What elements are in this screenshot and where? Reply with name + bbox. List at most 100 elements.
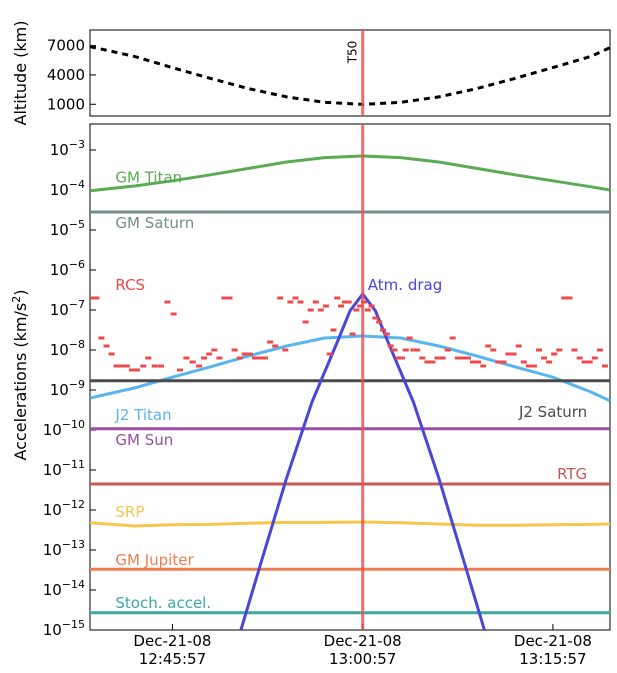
rcs-point: [103, 344, 110, 348]
rcs-point: [402, 348, 409, 352]
rcs-point: [196, 364, 203, 368]
rcs-point: [454, 356, 461, 360]
rcs-point: [123, 364, 130, 368]
rcs-point: [459, 356, 466, 360]
rcs-point: [541, 356, 547, 360]
rcs-point: [140, 364, 147, 368]
rcs-point: [536, 348, 542, 352]
rcs-point: [520, 360, 527, 364]
time-tick-label-time: 12:45:57: [139, 650, 206, 668]
rcs-point: [505, 352, 512, 356]
y-axis-label-main: Accelerations (km/s: [11, 303, 30, 461]
time-tick-label-date: Dec-21-08: [514, 632, 592, 650]
time-tick-label-date: Dec-21-08: [133, 632, 211, 650]
rcs-point: [376, 320, 383, 324]
rcs-point: [601, 364, 608, 368]
rcs-point: [406, 336, 413, 340]
stoch-accel-label: Stoch. accel.: [115, 594, 211, 612]
accelerations-y-ticks: 10−15 10−14 10−13 10−12 10−11 10−10 10−9 10−8 10…: [43, 138, 96, 639]
rcs-point: [357, 304, 364, 308]
rcs-point: [596, 348, 603, 352]
series-labels: GM Titan GM Saturn RCS Atm. drag J2 Titan J2 …: [114, 169, 587, 612]
rcs-point: [236, 356, 243, 360]
accelerations-plot-frame: [89, 123, 611, 631]
rcs-point: [576, 356, 583, 360]
acceleration-tick-label: 10−3: [50, 138, 85, 159]
rcs-point: [368, 304, 375, 308]
rcs-point: [108, 352, 115, 356]
rcs-point: [118, 364, 125, 368]
rcs-point: [475, 360, 482, 364]
rcs-point: [246, 352, 253, 356]
rcs-point: [341, 300, 348, 304]
acceleration-tick-label: 10−14: [43, 578, 85, 599]
j2-titan-line: [90, 334, 610, 403]
rcs-point: [231, 348, 238, 352]
rcs-point: [93, 296, 100, 300]
rcs-point: [530, 364, 537, 368]
rcs-point: [317, 308, 324, 312]
j2-titan-label: J2 Titan: [114, 406, 171, 424]
rcs-point: [211, 348, 218, 352]
rcs-point: [297, 300, 304, 304]
rcs-point: [353, 308, 360, 312]
rcs-point: [414, 348, 421, 352]
acceleration-tick-label: 10−8: [50, 338, 85, 359]
rcs-point: [164, 300, 171, 304]
acceleration-tick-label: 10−9: [50, 378, 85, 399]
time-tick-label-time: 13:00:57: [329, 650, 396, 668]
rcs-point: [302, 320, 309, 324]
rcs-point: [586, 360, 593, 364]
accelerations-y-axis-label: Accelerations (km/s2): [10, 290, 30, 461]
y-axis-label-superscript: 2: [10, 296, 23, 303]
rcs-point: [546, 360, 553, 364]
rcs-point: [98, 336, 105, 340]
altitude-tick-label: 7000: [47, 37, 85, 55]
rcs-point: [395, 356, 402, 360]
rcs-point: [364, 308, 371, 312]
altitude-y-axis-label: Altitude (km): [11, 21, 30, 126]
rcs-point: [158, 364, 164, 368]
gm-titan-label: GM Titan: [115, 169, 182, 187]
j2-saturn-label: J2 Saturn: [518, 403, 587, 421]
acceleration-tick-label: 10−12: [43, 498, 85, 519]
gm-sun-label: GM Sun: [115, 431, 173, 449]
rcs-point: [581, 360, 588, 364]
rcs-point: [326, 352, 333, 356]
rcs-point: [380, 328, 386, 332]
rcs-point: [515, 344, 522, 348]
time-tick-label-time: 13:15:57: [519, 650, 586, 668]
gm-saturn-label: GM Saturn: [115, 214, 194, 232]
rcs-point: [470, 360, 476, 364]
rcs-point: [444, 348, 451, 352]
rcs-point: [145, 356, 152, 360]
rcs-point: [439, 356, 446, 360]
acceleration-tick-label: 10−11: [43, 458, 85, 479]
rcs-point: [490, 348, 497, 352]
acceleration-tick-label: 10−6: [50, 258, 85, 279]
t50-marker-label: T50: [346, 41, 360, 65]
acceleration-tick-label: 10−7: [50, 298, 85, 319]
rcs-point: [128, 368, 135, 372]
rcs-point: [556, 348, 563, 352]
rcs-point: [349, 332, 356, 336]
altitude-tick-label: 4000: [47, 66, 85, 84]
acceleration-tick-label: 10−10: [43, 418, 85, 439]
gm-jupiter-label: GM Jupiter: [115, 551, 194, 569]
rcs-point: [495, 360, 502, 364]
rcs-point: [551, 352, 558, 356]
rcs-point: [485, 344, 492, 348]
rcs-point: [251, 356, 258, 360]
srp-line: [90, 520, 610, 528]
rcs-point: [591, 356, 598, 360]
rcs-point: [307, 308, 314, 312]
rcs-point: [449, 336, 456, 340]
rcs-point: [399, 356, 405, 360]
rcs-point: [189, 360, 196, 364]
rcs-point: [410, 348, 417, 352]
rcs-point: [510, 352, 517, 356]
acceleration-tick-label: 10−13: [43, 538, 85, 559]
rcs-point: [345, 300, 352, 304]
rcs-point: [272, 344, 279, 348]
